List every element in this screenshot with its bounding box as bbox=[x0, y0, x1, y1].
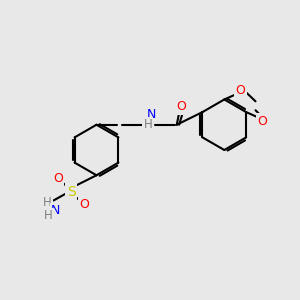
Text: N: N bbox=[51, 204, 60, 217]
Text: O: O bbox=[258, 115, 268, 128]
Text: O: O bbox=[176, 100, 186, 113]
Text: O: O bbox=[236, 84, 246, 97]
Text: N: N bbox=[147, 108, 156, 121]
Text: H: H bbox=[143, 118, 152, 131]
Text: S: S bbox=[67, 184, 76, 199]
Text: O: O bbox=[80, 199, 89, 212]
Text: H: H bbox=[44, 209, 53, 222]
Text: H: H bbox=[43, 196, 52, 208]
Text: O: O bbox=[53, 172, 63, 185]
